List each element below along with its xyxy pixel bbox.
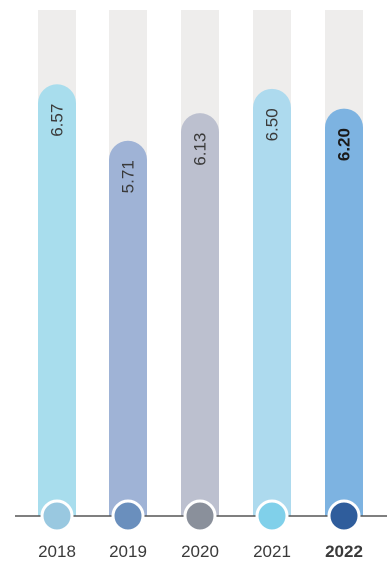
bar-dot-2019 [111, 499, 145, 533]
bar-dots [40, 499, 361, 533]
bar-dot-2020 [183, 499, 217, 533]
category-labels: 2018 2019 2020 2021 2022 [38, 542, 363, 561]
value-labels: 6.57 5.71 6.13 6.50 6.20 [48, 104, 354, 194]
category-label-2019: 2019 [109, 542, 147, 561]
bars [38, 84, 363, 516]
bar-2020 [181, 113, 219, 516]
bar-2021 [253, 88, 291, 516]
value-label-2022: 6.20 [335, 128, 354, 161]
category-label-2021: 2021 [253, 542, 291, 561]
value-label-2018: 6.57 [48, 104, 67, 137]
bar-dot-2022 [327, 499, 361, 533]
value-label-2020: 6.13 [191, 133, 210, 166]
bar-2018 [38, 84, 76, 516]
category-label-2022: 2022 [325, 542, 363, 561]
bar-2019 [109, 140, 147, 516]
value-label-2019: 5.71 [119, 160, 138, 193]
category-label-2020: 2020 [181, 542, 219, 561]
bar-2022 [325, 108, 363, 516]
bar-dot-2021 [255, 499, 289, 533]
category-label-2018: 2018 [38, 542, 76, 561]
value-label-2021: 6.50 [263, 108, 282, 141]
bar-dot-2018 [40, 499, 74, 533]
